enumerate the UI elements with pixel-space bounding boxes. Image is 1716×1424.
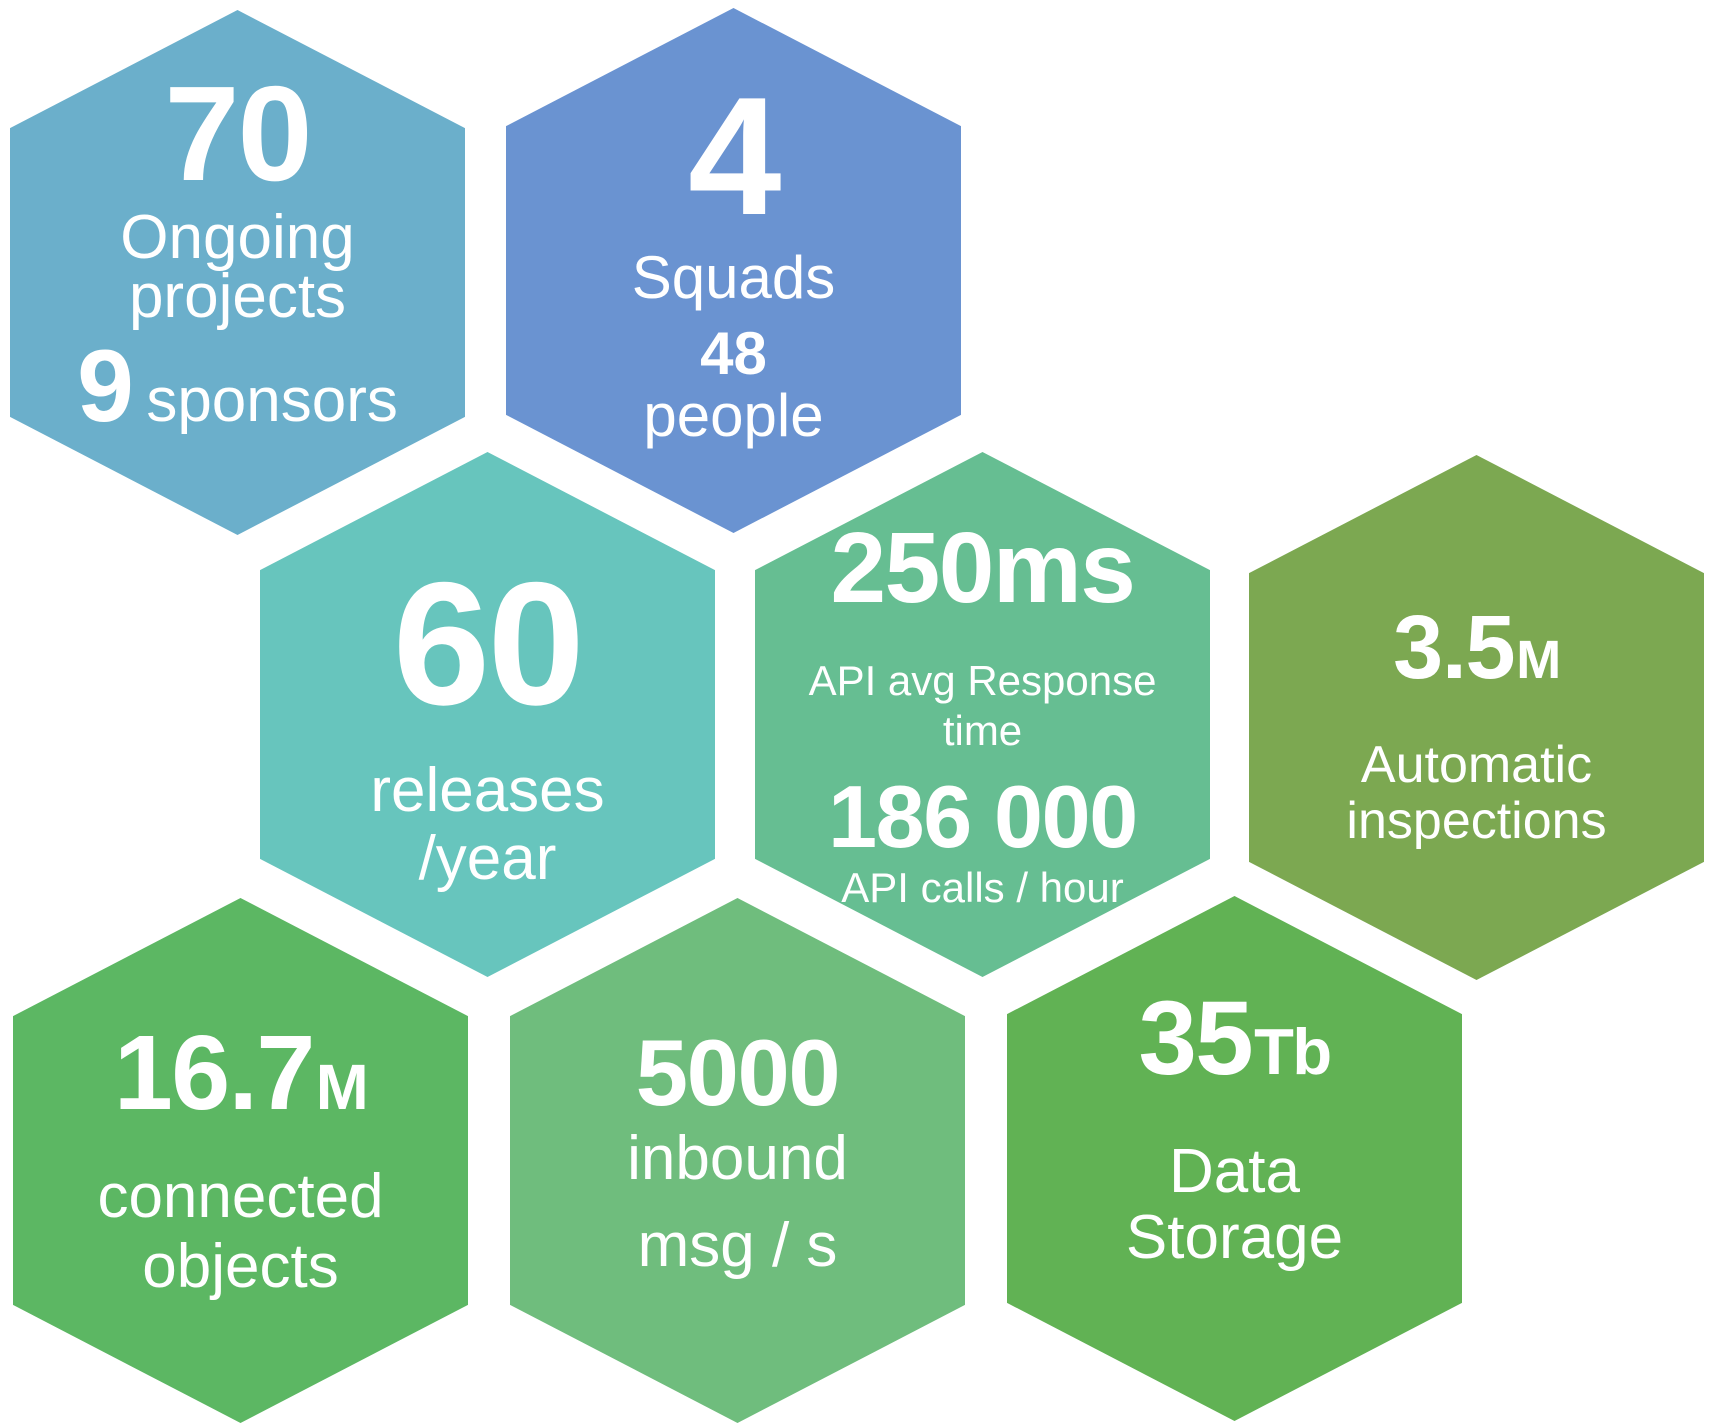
- stat-unit: M: [315, 1052, 369, 1123]
- stat-value: 4: [688, 62, 781, 250]
- stat-label-line2: msg / s: [637, 1211, 838, 1280]
- hexagon-automatic-inspections: 3.5M Automatic inspections: [1249, 455, 1704, 980]
- stat-label-line1: Ongoing: [120, 203, 355, 272]
- stat-label-line1: inbound: [627, 1124, 848, 1193]
- stat-label-line2: Storage: [1125, 1203, 1344, 1272]
- hexagon-data-storage: 35Tb Data Storage: [1007, 896, 1462, 1421]
- secondary-stat: 9 sponsors: [77, 335, 398, 437]
- stat-label-line1: releases: [370, 756, 605, 825]
- secondary-label: people: [643, 382, 824, 449]
- hexagon-api-performance: 250ms API avg Response time 186 000 API …: [755, 452, 1210, 977]
- stat-number: 35: [1138, 980, 1253, 1097]
- hexagon-releases: 60 releases /year: [260, 452, 715, 977]
- hexagon-inbound-messages: 5000 inbound msg / s: [510, 898, 965, 1423]
- secondary-value: 48: [700, 320, 767, 387]
- stat-label-line1: Data: [1169, 1137, 1300, 1206]
- stat-unit: M: [1516, 630, 1561, 690]
- stat-value: 70: [164, 58, 312, 209]
- stat-label-line1: connected: [97, 1162, 384, 1231]
- stat-value: 35Tb: [1138, 986, 1332, 1091]
- hexagon-ongoing-projects: 70 Ongoing projects 9 sponsors: [10, 10, 465, 535]
- hexagon-connected-objects: 16.7M connected objects: [13, 898, 468, 1423]
- stat-value: 60: [392, 547, 585, 742]
- secondary-value: 9: [77, 328, 134, 443]
- stat-label-line2: time: [942, 707, 1023, 755]
- stat-value: 250ms: [830, 512, 1136, 624]
- stat-label-line1: API avg Response: [808, 657, 1157, 704]
- secondary-label: sponsors: [146, 365, 398, 435]
- stat-value: 16.7M: [114, 1020, 369, 1126]
- hexagon-squads: 4 Squads 48 people: [506, 8, 961, 533]
- stat-label-line2: objects: [142, 1232, 339, 1301]
- stat-value: 5000: [635, 1020, 841, 1125]
- stat-label-line2: projects: [128, 261, 347, 331]
- stat-label-line1: Automatic: [1360, 736, 1593, 794]
- secondary-value: 186 000: [828, 766, 1138, 866]
- stat-label-line2: inspections: [1346, 792, 1607, 850]
- secondary-label: API calls / hour: [841, 863, 1124, 911]
- stat-number: 16.7: [113, 1014, 316, 1132]
- stat-number: 3.5: [1393, 598, 1515, 698]
- stat-label-line1: Squads: [631, 244, 836, 311]
- stat-unit: Tb: [1254, 1015, 1332, 1088]
- stat-label-line2: /year: [418, 824, 557, 893]
- stat-value: 3.5M: [1393, 603, 1561, 693]
